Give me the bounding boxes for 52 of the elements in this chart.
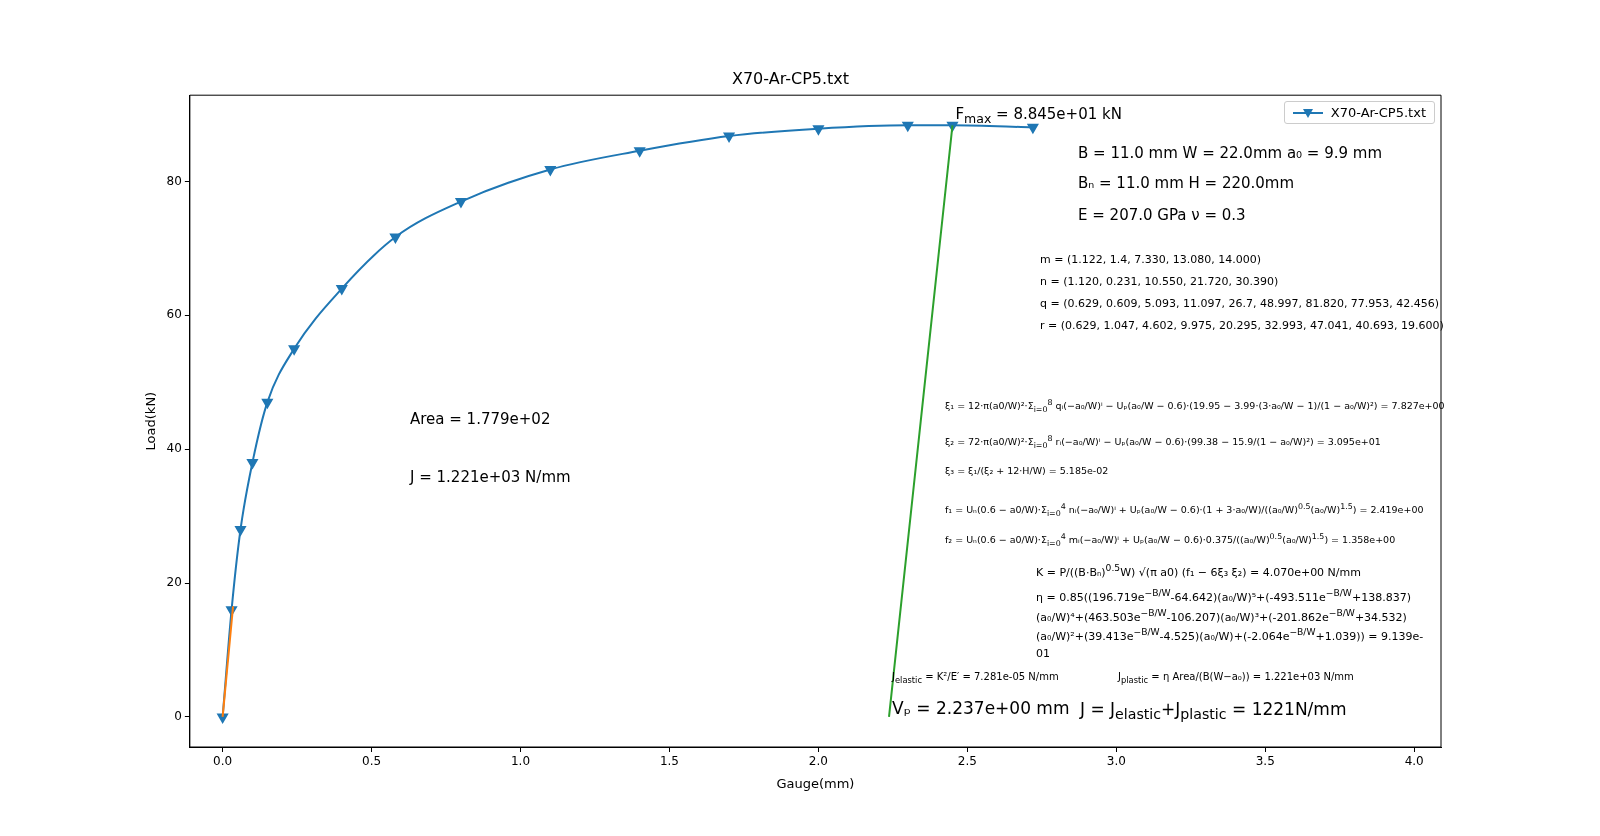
point: [336, 285, 348, 295]
y-tick-label: 80: [166, 173, 182, 188]
annotation: r = (0.629, 1.047, 4.602, 9.975, 20.295, 32.993, 47.041, 40.693, 19.600): [1040, 318, 1444, 334]
annotation: q = (0.629, 0.609, 5.093, 11.097, 26.7, 48.997, 81.820, 77.953, 42.456): [1040, 296, 1440, 312]
x-tick-label: 0.0: [213, 754, 233, 769]
y-tick-label: 0: [174, 709, 182, 724]
point: [247, 459, 258, 469]
point: [390, 233, 401, 244]
text: η = 0.85((196.719e$^{−B/W}$-64.642)(a₀/W)⁵+(-493.511e$^{−B/W}$+138.837)(a₀/W)⁴+(463.503e$^{−B/W}$-106.207)(a₀/W)³+(-201.862e$^{−B/W}$+34.532)(a₀/W)²+(39.413e$^{−B/W}$-4.525)(a₀/W)+(-2.064e$^{−B/W}$+1.039)) = 9.139e-01: [1036, 587, 1424, 661]
x-tick-label: 3.0: [1106, 754, 1126, 769]
annotation: J = 1.221e+03 N/mm: [410, 467, 571, 488]
annotation: ξ₂ = 72·π(a0/W)²·Σ$_{i=0}$$^{8}$ rᵢ(−a₀/W)ⁱ − Uₚ(a₀/W − 0.6)·(99.38 − 15.9/(1 − a₀/W)²) = 3.095e+01: [945, 433, 1381, 453]
x-tick-label: 1.5: [659, 754, 680, 769]
x-axis-title: Gauge(mm): [776, 775, 855, 791]
x-tick-label: 3.5: [1255, 754, 1275, 769]
annotation: ξ₃ = ξ₁/(ξ₂ + 12·H/W) = 5.185e-02: [945, 464, 1109, 478]
y-tick-label: 20: [166, 575, 182, 590]
annotation: J$_{plastic}$ = η Area/(B(W−a₀)) = 1.221e+03 N/mm: [1118, 670, 1354, 687]
point: [288, 345, 300, 355]
chart-title: X70-Ar-CP5.txt: [731, 68, 850, 88]
point: [455, 198, 467, 208]
annotation: E = 207.0 GPa ν = 0.3: [1078, 205, 1246, 226]
point: [544, 165, 556, 176]
annotation: K = P/((B·Bₙ)$^{0.5}$W) √(π a0) (f₁ − 6ξ₃ ξ₂) = 4.070e+00 N/mm: [1036, 561, 1361, 581]
legend-label: X70-Ar-CP5.txt: [1330, 105, 1426, 121]
point: [235, 526, 246, 536]
annotation: f₂ = Uₙ(0.6 − a0/W)·Σ$_{i=0}$$^{4}$ mᵢ(−a₀/W)ⁱ + Uₚ(a₀/W − 0.6)·0.375/((a₀/W)$^{0.5}$(a₀/W)$^{1.5}$) = 1.358e+00: [945, 531, 1396, 551]
annotation: n = (1.120, 0.231, 10.550, 21.720, 30.390): [1040, 274, 1279, 290]
point: [261, 398, 273, 409]
annotation: F$_{max}$ = 8.845e+01 kN: [955, 104, 1122, 129]
annotation: Area = 1.779e+02: [410, 409, 551, 430]
point: [813, 125, 824, 135]
annotation: f₁ = Uₙ(0.6 − a0/W)·Σ$_{i=0}$$^{4}$ nᵢ(−a₀/W)ⁱ + Uₚ(a₀/W − 0.6)·(1 + 3·a₀/W)/((a₀/W)$^{0.5}$(a₀/W)$^{1.5}$) = 2.419e+00: [945, 501, 1424, 521]
annotation: B = 11.0 mm W = 22.0mm a₀ = 9.9 mm: [1078, 143, 1383, 164]
annotation: Bₙ = 11.0 mm H = 220.0mm: [1078, 173, 1295, 194]
point: [723, 132, 735, 143]
point: [1027, 123, 1039, 134]
x-tick-label: 4.0: [1404, 754, 1424, 769]
annotation: Vₚ = 2.237e+00 mm: [892, 696, 1070, 720]
y-tick-label: 60: [166, 307, 182, 322]
x-tick-label: 2.5: [957, 754, 977, 769]
annotation: J = J$_{elastic}$+J$_{plastic}$ = 1221N/mm: [1080, 698, 1347, 725]
y-tick-label: 40: [166, 441, 182, 456]
x-tick-label: 2.0: [808, 754, 828, 769]
annotation: J$_{elastic}$ = K²/E′ = 7.281e-05 N/mm: [892, 670, 1059, 687]
x-tick-label: 0.5: [362, 754, 382, 769]
annotation: m = (1.122, 1.4, 7.330, 13.080, 14.000): [1040, 252, 1261, 268]
point: [902, 121, 914, 132]
x-tick-label: 1.0: [510, 754, 531, 769]
y-axis-title: Load(kN): [143, 391, 159, 451]
annotation: ξ₁ = 12·π(a0/W)²·Σ$_{i=0}$$^{8}$ qᵢ(−a₀/W)ⁱ − Uₚ(a₀/W − 0.6)·(19.95 − 3.99·(3·a₀/W − 1)/(1 − a₀/W)²) = 7.827e+00: [945, 397, 1445, 417]
point: [634, 147, 646, 157]
